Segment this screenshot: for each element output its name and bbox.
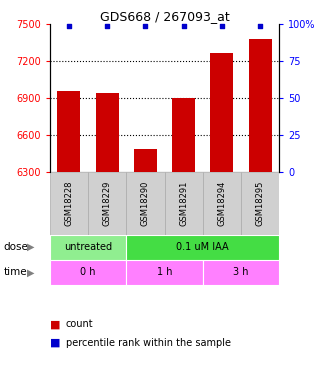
Text: ▶: ▶	[27, 267, 35, 278]
Bar	[126, 172, 164, 235]
Text: percentile rank within the sample: percentile rank within the sample	[66, 338, 231, 348]
Text: GSM18295: GSM18295	[256, 181, 265, 226]
Bar	[96, 93, 118, 172]
Point	[66, 23, 72, 29]
Text: untreated: untreated	[64, 242, 112, 252]
Text: GSM18290: GSM18290	[141, 181, 150, 226]
Point	[257, 23, 263, 29]
Text: count: count	[66, 320, 93, 329]
Text: 1 h: 1 h	[157, 267, 172, 278]
Bar	[126, 235, 279, 260]
Bar	[126, 260, 203, 285]
Bar	[241, 172, 279, 235]
Point	[105, 23, 110, 29]
Text: ■: ■	[50, 320, 60, 329]
Text: ▶: ▶	[27, 242, 35, 252]
Text: 0.1 uM IAA: 0.1 uM IAA	[177, 242, 229, 252]
Point	[219, 23, 224, 29]
Text: GSM18228: GSM18228	[65, 181, 74, 226]
Text: 3 h: 3 h	[233, 267, 249, 278]
Text: time: time	[3, 267, 27, 278]
Bar	[57, 91, 80, 172]
Point	[143, 23, 148, 29]
Text: GSM18291: GSM18291	[179, 181, 188, 226]
Text: GSM18294: GSM18294	[217, 181, 226, 226]
Bar	[172, 98, 195, 172]
Text: 0 h: 0 h	[80, 267, 96, 278]
Text: GSM18229: GSM18229	[103, 181, 112, 226]
Bar	[50, 260, 126, 285]
Text: ■: ■	[50, 338, 60, 348]
Bar	[134, 149, 157, 172]
Bar	[249, 39, 272, 173]
Point	[181, 23, 186, 29]
Bar	[211, 53, 233, 173]
Bar	[164, 172, 203, 235]
Bar	[50, 172, 88, 235]
Title: GDS668 / 267093_at: GDS668 / 267093_at	[100, 10, 230, 23]
Bar	[88, 172, 126, 235]
Bar	[50, 235, 126, 260]
Bar	[203, 172, 241, 235]
Text: dose: dose	[3, 242, 28, 252]
Bar	[203, 260, 279, 285]
